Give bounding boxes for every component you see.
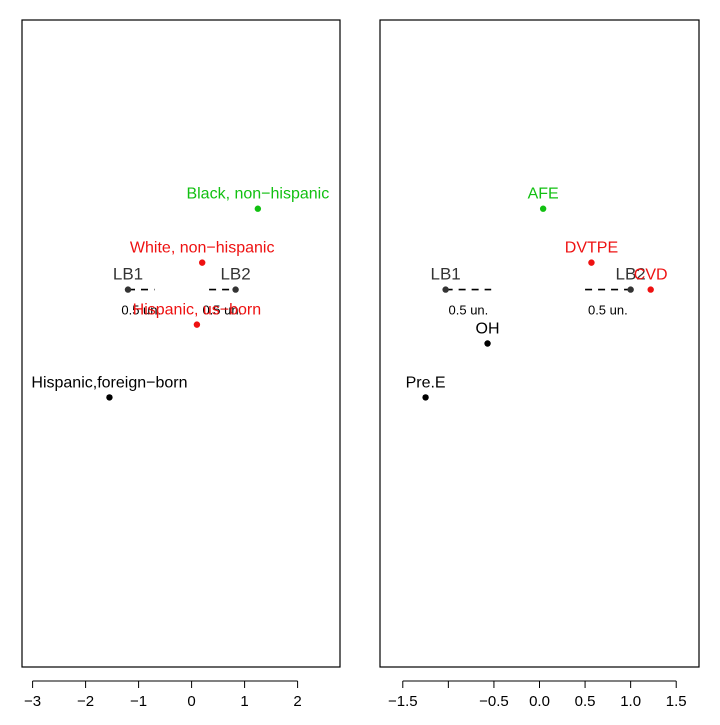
- x-tick-label: −0.5: [479, 693, 509, 710]
- scale-bar-label: 0.5 un.: [449, 303, 489, 318]
- data-label-hispanic-us-born: Hispanic, us−born: [133, 302, 262, 319]
- x-tick-label: −1: [130, 693, 147, 710]
- x-tick-label: 0.0: [529, 693, 550, 710]
- plot-frame: [379, 19, 700, 668]
- panel-2: −1.5 −0.5 0.0 0.5 1.0 1.5 0.5 un. 0.5 un. LB1 LB2…: [379, 19, 700, 710]
- data-point-hispanic-foreign-born: [106, 394, 113, 401]
- x-tick-label: 0.5: [575, 693, 596, 710]
- panel-1: −3 −2 −1 0 1 2 0.5 un. 0.5 un. LB1 LB2 Black, non−…: [21, 19, 341, 710]
- plot-frame: [21, 19, 341, 668]
- reference-point-lb2: [627, 286, 634, 293]
- data-label-cvd: CVD: [634, 267, 668, 284]
- scale-bar-label: 0.5 un.: [202, 303, 242, 318]
- data-label-oh: OH: [476, 321, 500, 338]
- data-point-pre-e: [422, 394, 429, 401]
- data-label-pre-e: Pre.E: [406, 374, 446, 391]
- scale-bar-label: 0.5 un.: [588, 303, 628, 318]
- reference-point-lb1: [442, 286, 449, 293]
- data-point-oh: [484, 340, 491, 347]
- reference-label-lb2: LB2: [616, 265, 646, 284]
- reference-label-lb1: LB1: [430, 265, 460, 284]
- data-point-afe: [539, 205, 547, 212]
- data-label-afe: AFE: [528, 186, 559, 203]
- x-tick-label: 2: [293, 693, 301, 710]
- x-tick-label: −1.5: [388, 693, 418, 710]
- x-tick-label: 0: [187, 693, 195, 710]
- data-point-white-non-hispanic: [199, 259, 206, 266]
- reference-point-lb1: [124, 286, 132, 293]
- data-label-black-non-hispanic: Black, non−hispanic: [186, 186, 329, 203]
- data-label-dvtpe: DVTPE: [565, 240, 618, 257]
- reference-label-lb2: LB2: [220, 265, 250, 284]
- scale-bar-label: 0.5 un.: [121, 303, 161, 318]
- data-label-hispanic-foreign-born: Hispanic,foreign−born: [31, 374, 187, 391]
- reference-label-lb1: LB1: [113, 265, 143, 284]
- data-point-black-non-hispanic: [254, 205, 262, 212]
- data-point-dvtpe: [588, 259, 595, 266]
- x-tick-label: −3: [24, 693, 41, 710]
- x-tick-label: 1.5: [666, 693, 687, 710]
- x-tick-label: 1.0: [620, 693, 641, 710]
- x-tick-label: −2: [77, 693, 94, 710]
- data-point-cvd: [647, 286, 654, 293]
- data-label-white-non-hispanic: White, non−hispanic: [130, 240, 275, 257]
- data-point-hispanic-us-born: [193, 321, 201, 328]
- reference-point-lb2: [232, 286, 239, 293]
- x-tick-label: 1: [240, 693, 248, 710]
